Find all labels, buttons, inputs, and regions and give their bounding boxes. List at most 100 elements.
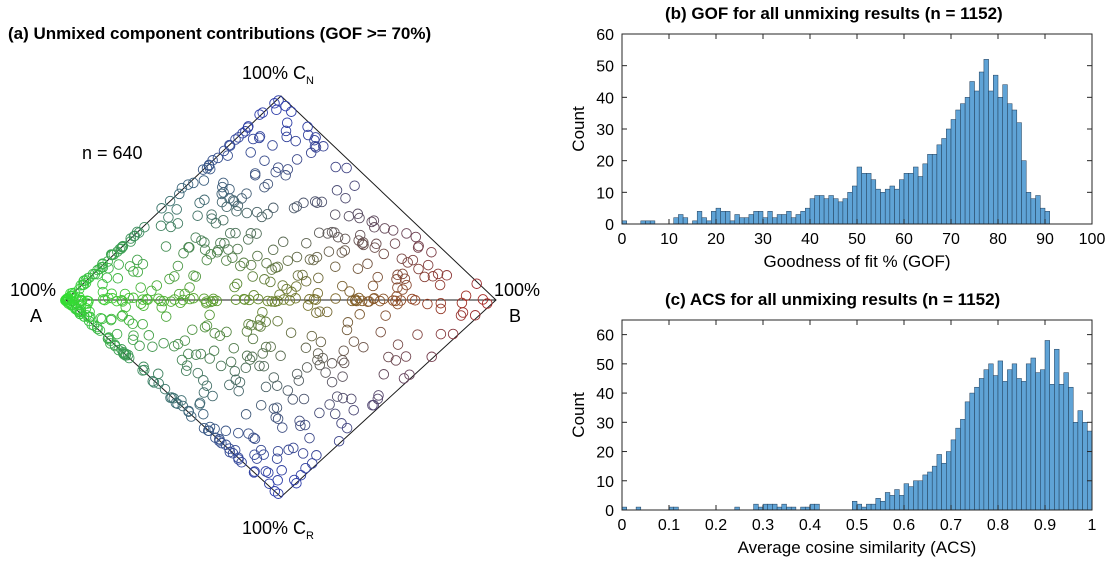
scatter-point <box>300 462 311 474</box>
scatter-point <box>343 210 355 222</box>
scatter-point <box>314 306 325 317</box>
scatter-point <box>178 247 189 259</box>
histogram-bar <box>1002 381 1008 511</box>
y-tick-label: 50 <box>596 357 614 374</box>
panel-a-title: (a) Unmixed component contributions (GOF… <box>8 24 432 43</box>
scatter-point <box>271 104 282 116</box>
ternary-plot <box>60 95 497 499</box>
scatter-point <box>240 126 251 137</box>
scatter-point <box>80 275 92 286</box>
scatter-point <box>156 302 167 313</box>
scatter-point <box>378 248 390 260</box>
histogram-bar <box>1063 372 1069 511</box>
scatter-point <box>270 412 281 423</box>
scatter-point <box>179 335 191 346</box>
scatter-point <box>380 310 391 321</box>
scatter-point <box>241 188 252 199</box>
scatter-point <box>312 348 324 359</box>
scatter-point <box>312 354 323 366</box>
n-label: n = 640 <box>82 143 143 163</box>
scatter-point <box>397 268 408 280</box>
scatter-point <box>180 365 192 377</box>
scatter-point <box>309 134 320 146</box>
scatter-point <box>471 278 482 289</box>
histogram-bar <box>1030 357 1036 511</box>
scatter-point <box>302 300 314 311</box>
scatter-point <box>243 428 254 439</box>
scatter-point <box>247 271 258 282</box>
scatter-point <box>242 234 254 245</box>
scatter-point <box>138 300 149 311</box>
scatter-point <box>294 415 305 427</box>
scatter-point <box>206 213 217 224</box>
x-tick-label: 0.3 <box>752 517 774 534</box>
scatter-point <box>224 446 236 458</box>
scatter-point <box>412 329 423 340</box>
scatter-point <box>265 276 276 288</box>
scatter-point <box>233 385 244 397</box>
scatter-point <box>240 409 252 420</box>
scatter-point <box>215 237 226 249</box>
scatter-point <box>341 162 352 174</box>
scatter-point <box>243 318 254 330</box>
scatter-point <box>94 263 105 275</box>
y-tick-label: 50 <box>596 59 614 76</box>
scatter-point <box>282 255 294 266</box>
scatter-point <box>330 261 341 272</box>
scatter-point <box>229 444 241 456</box>
scatter-point <box>155 220 167 232</box>
scatter-point <box>260 341 272 353</box>
scatter-point <box>372 271 383 283</box>
scatter-point <box>293 375 305 386</box>
scatter-point <box>84 306 95 318</box>
scatter-point <box>112 246 123 257</box>
scatter-point <box>230 134 241 145</box>
scatter-point <box>62 295 74 307</box>
scatter-point <box>291 251 303 263</box>
scatter-point <box>247 333 259 345</box>
scatter-point <box>268 202 279 214</box>
scatter-point <box>184 293 196 305</box>
scatter-point <box>248 467 260 478</box>
scatter-point <box>254 131 266 142</box>
scatter-point <box>123 292 135 304</box>
scatter-point <box>240 362 252 374</box>
scatter-point <box>241 207 253 219</box>
scatter-point <box>288 202 300 214</box>
scatter-point <box>215 360 227 372</box>
scatter-point <box>73 283 85 295</box>
scatter-point <box>163 212 174 223</box>
scatter-point <box>255 399 267 411</box>
scatter-point <box>273 488 284 499</box>
scatter-point <box>76 294 87 306</box>
histogram-bar <box>978 378 985 511</box>
scatter-point <box>231 206 242 217</box>
scatter-point <box>147 341 158 352</box>
x-tick-label: 10 <box>660 231 678 248</box>
scatter-point <box>312 287 324 299</box>
scatter-point <box>324 399 335 410</box>
scatter-point <box>224 183 235 195</box>
scatter-point <box>187 324 198 335</box>
scatter-point <box>151 280 163 291</box>
vertex-right-label-2: B <box>509 306 522 326</box>
scatter-point <box>238 293 250 305</box>
scatter-point <box>201 254 213 266</box>
scatter-point <box>269 486 281 497</box>
scatter-point <box>166 392 177 403</box>
scatter-point <box>228 342 240 354</box>
scatter-point <box>220 425 232 437</box>
x-tick-label: 0.8 <box>987 517 1009 534</box>
scatter-point <box>455 310 467 321</box>
scatter-point <box>103 262 114 274</box>
scatter-point <box>122 349 134 361</box>
scatter-point <box>299 419 311 431</box>
scatter-point <box>366 216 377 228</box>
scatter-point <box>190 232 201 243</box>
scatter-point <box>337 392 349 404</box>
scatter-point <box>383 351 394 363</box>
scatter-point <box>188 177 199 189</box>
gof-histogram: 0 10 20 30 40 50 60 70 80 90 100 0 10 20 30 40 50 60 Goodn… <box>569 27 1105 271</box>
scatter-point <box>107 293 118 304</box>
scatter-point <box>410 231 422 243</box>
